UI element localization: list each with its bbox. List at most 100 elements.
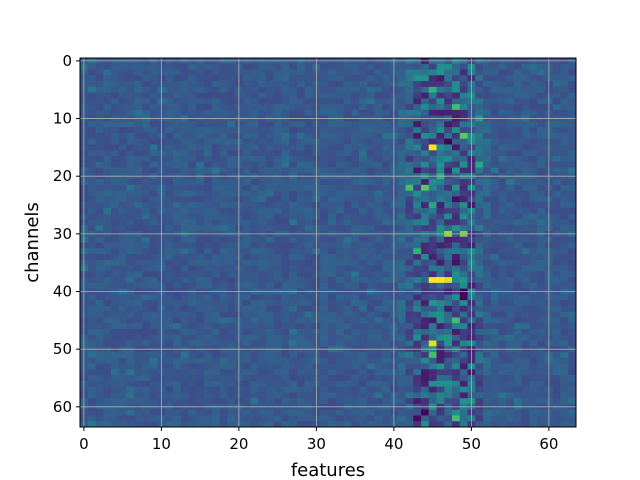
heatmap-cell [111,357,120,364]
heatmap-cell [521,409,530,416]
heatmap-cell [514,179,523,186]
heatmap-cell [204,328,213,336]
heatmap-cell [320,311,329,318]
heatmap-cell [374,409,383,416]
heatmap-cell [359,300,368,307]
heatmap-cell [142,179,151,186]
heatmap-cell [126,63,135,70]
heatmap-cell [521,167,530,174]
heatmap-cell [428,317,437,324]
heatmap-cell [374,132,383,140]
heatmap-cell [258,248,267,255]
heatmap-cell [436,63,445,70]
heatmap-cell [142,352,151,359]
heatmap-cell [134,63,143,70]
heatmap-cell [196,282,205,290]
heatmap-cell [258,202,267,209]
heatmap-cell [498,202,507,209]
heatmap-cell [537,179,546,186]
heatmap-cell [149,63,158,70]
heatmap-cell [134,236,143,243]
heatmap-cell [165,92,174,99]
heatmap-cell [173,323,182,330]
heatmap-cell [529,202,538,209]
heatmap-cell [521,357,530,364]
heatmap-cell [320,92,329,99]
heatmap-cell [227,271,236,278]
heatmap-cell [134,409,143,416]
heatmap-cell [483,277,492,284]
heatmap-cell [328,369,337,376]
heatmap-cell [413,357,422,364]
heatmap-cell [452,150,461,157]
heatmap-cell [428,357,437,364]
heatmap-cell [180,196,189,203]
heatmap-cell [490,271,499,278]
heatmap-cell [196,398,205,405]
heatmap-cell [149,265,158,272]
heatmap-cell [258,225,267,232]
heatmap-cell [103,167,112,174]
heatmap-cell [165,300,174,307]
heatmap-cell [490,161,499,168]
heatmap-cell [428,242,437,249]
heatmap-cell [165,328,174,336]
heatmap-cell [273,254,282,261]
heatmap-cell [242,265,251,272]
heatmap-cell [328,196,337,203]
heatmap-cell [87,300,96,307]
heatmap-cell [180,69,189,76]
heatmap-cell [211,75,220,82]
heatmap-cell [266,196,275,203]
heatmap-cell [320,294,329,301]
heatmap-cell [95,363,104,370]
heatmap-cell [196,92,205,99]
heatmap-cell [142,144,151,151]
heatmap-cell [335,86,344,93]
heatmap-cell [335,104,344,111]
heatmap-cell [258,323,267,330]
heatmap-cell [118,352,127,359]
heatmap-cell [227,63,236,70]
heatmap-cell [436,190,445,197]
heatmap-cell [359,207,368,215]
heatmap-cell [568,104,577,111]
heatmap-cell [436,311,445,318]
heatmap-cell [444,265,453,272]
heatmap-cell [413,386,422,393]
heatmap-cell [529,121,538,128]
heatmap-cell [421,144,430,151]
heatmap-cell [281,225,290,232]
heatmap-cell [436,86,445,93]
heatmap-cell [188,202,197,209]
heatmap-cell [142,294,151,301]
heatmap-cell [196,150,205,157]
heatmap-cell [180,259,189,266]
heatmap-cell [266,380,275,388]
heatmap-cell [397,357,406,364]
heatmap-cell [258,86,267,93]
heatmap-cell [211,352,220,359]
heatmap-cell [444,196,453,203]
heatmap-cell [297,363,306,370]
heatmap-cell [506,92,515,99]
heatmap-cell [475,340,484,347]
heatmap-cell [366,334,375,341]
heatmap-cell [428,69,437,76]
heatmap-cell [537,92,546,99]
heatmap-cell [281,277,290,284]
heatmap-cell [289,132,298,140]
heatmap-cell [281,75,290,82]
heatmap-cell [281,190,290,197]
heatmap-cell [173,144,182,151]
heatmap-cell [335,277,344,284]
heatmap-cell [188,363,197,370]
heatmap-cell [266,202,275,209]
heatmap-cell [413,167,422,174]
heatmap-cell [560,375,569,382]
heatmap-cell [297,340,306,347]
heatmap-cell [289,179,298,186]
heatmap-cell [111,86,120,93]
heatmap-cell [506,184,515,192]
heatmap-cell [374,242,383,249]
